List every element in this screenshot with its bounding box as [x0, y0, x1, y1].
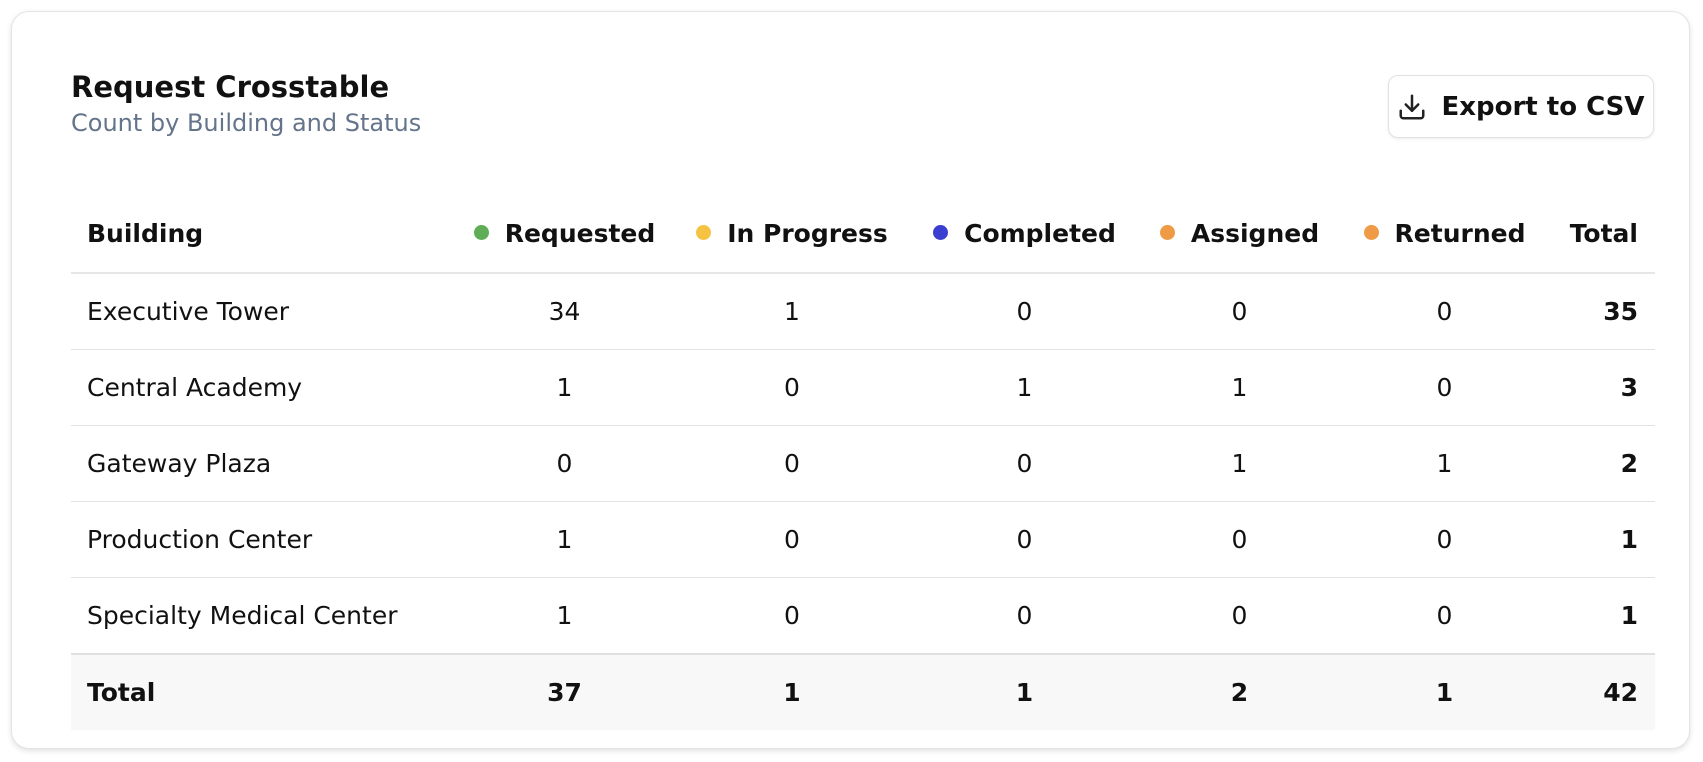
column-header: Requested — [462, 195, 667, 274]
column-label: In Progress — [727, 219, 888, 248]
column-header: Assigned — [1132, 195, 1347, 274]
table-row: Executive Tower 34 1 0 0 0 35 — [71, 273, 1655, 350]
count-cell: 0 — [667, 425, 917, 502]
column-header: Completed — [917, 195, 1132, 274]
total-cell: 1 — [1347, 653, 1542, 730]
table-row: Specialty Medical Center 1 0 0 0 0 1 — [71, 577, 1655, 655]
table-row: Central Academy 1 0 1 1 0 3 — [71, 349, 1655, 426]
column-label: Completed — [964, 219, 1116, 248]
status-dot — [473, 225, 489, 240]
count-cell: 0 — [1347, 501, 1542, 578]
column-label: Returned — [1394, 219, 1526, 248]
table-row: Production Center 1 0 0 0 0 1 — [71, 501, 1655, 578]
column-header: Total — [1542, 195, 1655, 274]
total-cell: 1 — [667, 653, 917, 730]
count-cell: 0 — [1347, 273, 1542, 350]
column-label: Total — [1569, 219, 1638, 248]
building-name: Production Center — [71, 501, 462, 578]
count-cell: 0 — [917, 425, 1132, 502]
count-cell: 1 — [1542, 577, 1655, 655]
count-cell: 2 — [1542, 425, 1655, 502]
total-cell: 2 — [1132, 653, 1347, 730]
column-header: In Progress — [667, 195, 917, 274]
count-cell: 1 — [1542, 501, 1655, 578]
count-cell: 1 — [1132, 425, 1347, 502]
title: Request Crosstable — [71, 70, 390, 104]
count-cell: 0 — [917, 273, 1132, 350]
count-cell: 3 — [1542, 349, 1655, 426]
count-cell: 1 — [1132, 349, 1347, 426]
status-dot — [1363, 225, 1379, 240]
total-cell: 1 — [917, 653, 1132, 730]
count-cell: 0 — [1132, 577, 1347, 655]
column-label: Requested — [504, 219, 656, 248]
download-icon — [1399, 94, 1425, 119]
building-name: Gateway Plaza — [71, 425, 462, 502]
subtitle: Count by Building and Status — [71, 109, 422, 137]
count-cell: 0 — [667, 501, 917, 578]
crosstable-card: Request Crosstable Count by Building and… — [11, 11, 1690, 749]
total-row: Total 37 1 1 2 1 42 — [71, 653, 1655, 730]
column-header: Returned — [1347, 195, 1542, 274]
count-cell: 35 — [1542, 273, 1655, 350]
count-cell: 0 — [667, 577, 917, 655]
total-cell: 37 — [462, 653, 667, 730]
crosstable: Building Requested In Progress Completed Ass… — [71, 195, 1655, 730]
count-cell: 0 — [667, 349, 917, 426]
building-name: Central Academy — [71, 349, 462, 426]
count-cell: 0 — [1347, 577, 1542, 655]
status-dot — [696, 225, 712, 240]
table-body: Executive Tower 34 1 0 0 0 35 Central Academy 1 0… — [71, 273, 1655, 730]
status-dot — [1159, 225, 1175, 240]
count-cell: 1 — [462, 349, 667, 426]
count-cell: 0 — [462, 425, 667, 502]
count-cell: 0 — [1132, 501, 1347, 578]
count-cell: 1 — [667, 273, 917, 350]
column-label: Assigned — [1190, 219, 1320, 248]
count-cell: 0 — [917, 577, 1132, 655]
count-cell: 0 — [917, 501, 1132, 578]
export-label: Export to CSV — [1441, 91, 1645, 122]
column-label: Building — [87, 219, 204, 248]
count-cell: 1 — [917, 349, 1132, 426]
building-name: Specialty Medical Center — [71, 577, 462, 655]
export-button[interactable]: Export to CSV — [1388, 75, 1654, 138]
total-cell: 42 — [1542, 653, 1655, 730]
count-cell: 1 — [1347, 425, 1542, 502]
building-name: Executive Tower — [71, 273, 462, 350]
count-cell: 34 — [462, 273, 667, 350]
header-row: Building Requested In Progress Completed Ass… — [71, 195, 1655, 274]
column-header: Building — [71, 195, 462, 274]
table-row: Gateway Plaza 0 0 0 1 1 2 — [71, 425, 1655, 502]
status-dot — [933, 225, 949, 240]
count-cell: 1 — [462, 577, 667, 655]
count-cell: 1 — [462, 501, 667, 578]
count-cell: 0 — [1132, 273, 1347, 350]
total-label: Total — [71, 653, 462, 730]
count-cell: 0 — [1347, 349, 1542, 426]
